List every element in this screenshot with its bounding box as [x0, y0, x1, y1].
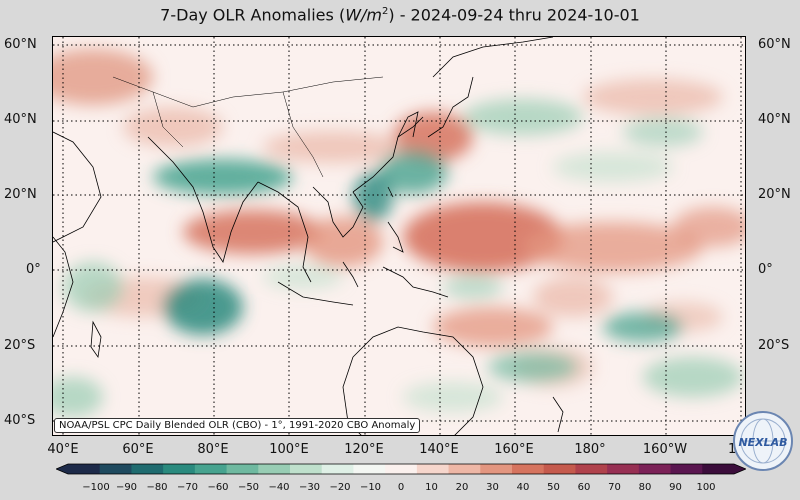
colorbar-segment: [290, 464, 323, 474]
colorbar: −100 −90 −80 −70 −60 −50 −40 −30 −20 −10 0 10 20 30 40…: [54, 462, 748, 500]
colorbar-tick-label: −60: [207, 482, 229, 493]
colorbar-max-arrow: [734, 464, 746, 474]
lon-label-120e: 120°E: [344, 442, 384, 457]
lat-label-20s-left: 20°S: [4, 338, 36, 353]
colorbar-segment: [607, 464, 640, 474]
colorbar-segment: [163, 464, 196, 474]
colorbar-tick-label: 20: [455, 482, 469, 493]
colorbar-segment: [416, 464, 450, 474]
colorbar-segment: [258, 464, 291, 474]
colorbar-segment: [448, 464, 481, 474]
lat-label-eq-left: 0°: [26, 262, 41, 277]
coastlines: [53, 37, 564, 435]
lon-label-160e: 160°E: [494, 442, 534, 457]
lon-label-140e: 140°E: [419, 442, 459, 457]
lat-label-20n-right: 20°N: [758, 187, 791, 202]
colorbar-segment: [194, 464, 228, 474]
colorbar-segment: [385, 464, 418, 474]
colorbar-segment: [321, 464, 354, 474]
colorbar-segment: [226, 464, 259, 474]
colorbar-scale: [54, 463, 748, 475]
lon-label-60e: 60°E: [122, 442, 154, 457]
olr-anomaly-map: [53, 37, 745, 435]
colorbar-segment: [99, 464, 132, 474]
lat-label-60n-left: 60°N: [4, 37, 37, 52]
colorbar-tick-label: 80: [638, 482, 652, 493]
anomaly-field: [53, 49, 745, 417]
colorbar-min-arrow: [56, 464, 68, 474]
colorbar-tick-label: −90: [115, 482, 138, 493]
map-panel: [52, 36, 746, 436]
lat-label-20s-right: 20°S: [758, 338, 790, 353]
lon-label-40e: 40°E: [47, 442, 79, 457]
colorbar-tick-label: 10: [425, 482, 438, 493]
colorbar-tick-label: 60: [577, 482, 591, 493]
colorbar-tick-label: 50: [547, 482, 560, 493]
nexlab-logo: NEXLAB: [732, 410, 794, 472]
colorbar-tick-label: −80: [146, 482, 168, 493]
colorbar-segment: [670, 464, 703, 474]
lat-label-20n-left: 20°N: [4, 187, 37, 202]
lon-label-180: 180°: [574, 442, 606, 457]
lat-label-40n-right: 40°N: [758, 112, 791, 127]
colorbar-segment: [543, 464, 576, 474]
lon-label-160w: 160°W: [642, 442, 688, 457]
colorbar-tick-label: 30: [486, 482, 499, 493]
colorbar-tick-label: −100: [82, 482, 110, 493]
lon-label-80e: 80°E: [197, 442, 229, 457]
lat-label-60n-right: 60°N: [758, 37, 791, 52]
colorbar-tick-label: −20: [329, 482, 351, 493]
colorbar-segment: [575, 464, 608, 474]
colorbar-segment: [702, 464, 735, 474]
colorbar-tick-label: −40: [268, 482, 290, 493]
lat-label-40s-left: 40°S: [4, 413, 36, 428]
logo-text: NEXLAB: [738, 436, 787, 449]
colorbar-segment: [353, 464, 386, 474]
source-note: NOAA/PSL CPC Daily Blended OLR (CBO) - 1…: [54, 418, 421, 433]
colorbar-tick-label: 0: [397, 482, 405, 493]
lat-label-40n-left: 40°N: [4, 112, 37, 127]
colorbar-segment: [638, 464, 672, 474]
lat-label-eq-right: 0°: [758, 262, 773, 277]
colorbar-tick-label: 70: [608, 482, 621, 493]
colorbar-tick-label: 100: [696, 482, 716, 493]
colorbar-tick-label: −10: [359, 482, 382, 493]
colorbar-tick-label: −50: [237, 482, 260, 493]
colorbar-tick-label: 40: [516, 482, 530, 493]
colorbar-tick-label: −70: [176, 482, 199, 493]
colorbar-segment: [68, 464, 101, 474]
globe-logo-icon: NEXLAB: [733, 411, 793, 471]
colorbar-segment: [512, 464, 545, 474]
colorbar-tick-label: 90: [669, 482, 682, 493]
lon-label-100e: 100°E: [269, 442, 309, 457]
colorbar-segment: [131, 464, 164, 474]
gridlines: [53, 37, 745, 435]
map-title: 7-Day OLR Anomalies (W/m2) - 2024-09-24 …: [160, 5, 640, 25]
colorbar-segment: [480, 464, 513, 474]
colorbar-tick-label: −30: [298, 482, 321, 493]
